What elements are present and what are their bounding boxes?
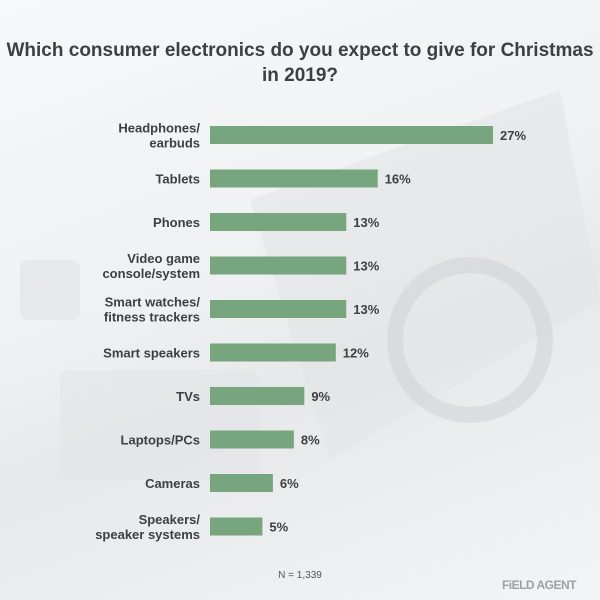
- category-label: Video game console/system: [102, 251, 200, 281]
- data-label: 27%: [500, 128, 526, 143]
- category-label: Laptops/PCs: [121, 433, 200, 448]
- bar: [210, 474, 273, 492]
- sample-size-note: N = 1,339: [278, 570, 322, 581]
- data-label: 9%: [311, 389, 330, 404]
- data-label: 16%: [385, 172, 411, 187]
- data-label: 5%: [269, 520, 288, 535]
- data-label: 13%: [353, 215, 379, 230]
- category-label: Speakers/speaker systems: [95, 512, 200, 542]
- data-label: 6%: [280, 476, 299, 491]
- bar: [210, 300, 347, 318]
- data-label: 13%: [353, 259, 379, 274]
- category-label: Phones: [153, 215, 200, 230]
- category-label: Smart watches/fitness trackers: [104, 295, 201, 325]
- category-label: Cameras: [145, 476, 200, 491]
- bar: [210, 256, 347, 275]
- bar: [210, 430, 294, 449]
- chart-title: Which consumer electronics do you expect…: [6, 40, 594, 86]
- category-label: Headphones/earbuds: [118, 121, 200, 151]
- bar: [210, 517, 263, 536]
- bar: [210, 213, 347, 231]
- bar: [210, 126, 493, 144]
- data-label: 8%: [301, 433, 320, 448]
- field-agent-logo: FiELD AGENT: [501, 578, 577, 592]
- bar: [210, 343, 336, 362]
- data-label: 13%: [353, 302, 379, 317]
- data-label: 12%: [343, 346, 369, 361]
- bar: [210, 387, 305, 405]
- bar: [210, 169, 378, 188]
- category-label: Smart speakers: [103, 346, 200, 361]
- category-label: Tablets: [155, 172, 200, 187]
- category-label: TVs: [176, 389, 200, 404]
